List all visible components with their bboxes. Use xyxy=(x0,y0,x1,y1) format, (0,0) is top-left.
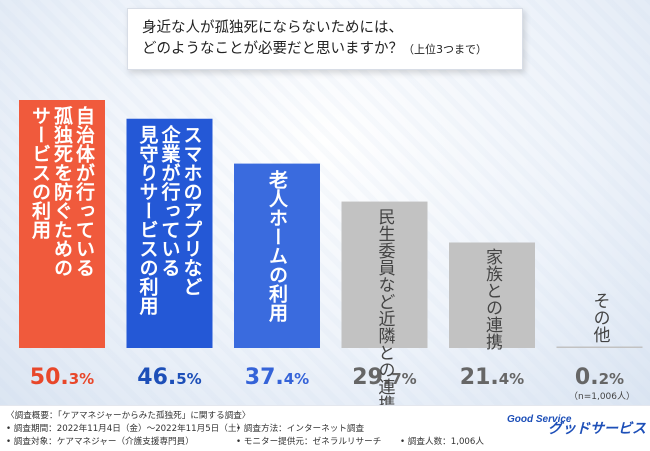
category-label-line: 企業が行っている xyxy=(158,124,181,277)
bar-1 xyxy=(19,100,105,348)
value-label-1: 50.3% xyxy=(30,365,94,390)
bar-6 xyxy=(556,346,643,348)
category-label-line: 孤独死を防ぐための xyxy=(51,106,73,277)
survey-period: • 調査期間：2022年11月4日（金）〜2022年11月5日（土） xyxy=(6,424,246,434)
category-label-line: スマホのアプリなど xyxy=(180,124,203,296)
category-label-4: 民生委員など近隣との連携 xyxy=(374,208,396,412)
bar-chart: 50.3% 46.5% 37.4% 29.7% 21.4% 0.2% （n=1,006人） xyxy=(19,100,643,402)
survey-overview: 〈調査概要：「ケアマネジャーからみた孤独死」に関する調査〉 xyxy=(6,411,251,421)
question-note: （上位3つまで） xyxy=(403,43,487,56)
survey-count: • 調査人数：1,006人 xyxy=(400,437,484,447)
category-label-line: その他 xyxy=(589,292,610,343)
category-label-line: 老人ホームの利用 xyxy=(266,169,288,322)
category-label-line: サービスの利用 xyxy=(29,106,51,239)
value-label-6: 0.2% xyxy=(575,365,624,390)
value-label-2: 46.5% xyxy=(137,365,201,390)
survey-target: • 調査対象：ケアマネジャー（介護支援専門員） xyxy=(6,437,194,447)
category-label-line: 見守りサービスの利用 xyxy=(136,124,159,315)
survey-footer: 〈調査概要：「ケアマネジャーからみた孤独死」に関する調査〉 • 調査期間：202… xyxy=(0,405,650,451)
category-label-6: その他 xyxy=(589,292,611,343)
value-label-4: 29.7% xyxy=(352,365,416,390)
category-label-line: 家族との連携 xyxy=(482,248,502,351)
bar-5 xyxy=(449,242,535,348)
category-label-1: 自治体が行っている 孤独死を防ぐための サービスの利用 xyxy=(29,106,95,277)
bar-4 xyxy=(341,201,428,348)
good-service-logo: Good Service xyxy=(507,414,572,425)
survey-method: • 調査方法：インターネット調査 xyxy=(236,424,365,434)
value-label-3: 37.4% xyxy=(245,365,309,390)
category-label-5: 家族との連携 xyxy=(481,248,503,350)
bar-2 xyxy=(126,118,213,348)
survey-provider: • モニター提供元：ゼネラルリサーチ xyxy=(236,437,382,447)
bar-3 xyxy=(234,163,320,348)
question-line-1: 身近な人が孤独死にならないためには、 xyxy=(142,20,403,36)
question-text: どのようなことが必要だと思いますか？ xyxy=(142,41,403,57)
question-line-2: どのようなことが必要だと思いますか？（上位3つまで） xyxy=(142,38,510,61)
category-label-line: 自治体が行っている xyxy=(73,106,95,277)
company-name: グッドサービス xyxy=(548,421,646,437)
sample-size-note: （n=1,006人） xyxy=(569,391,635,402)
category-label-line: 民生委員など近隣との連携 xyxy=(374,207,395,412)
question-box: 身近な人が孤独死にならないためには、 どのようなことが必要だと思いますか？（上位… xyxy=(127,8,523,70)
category-label-2: スマホのアプリなど 企業が行っている 見守りサービスの利用 xyxy=(137,125,203,315)
value-label-5: 21.4% xyxy=(460,365,524,390)
category-label-3: 老人ホームの利用 xyxy=(266,170,288,322)
